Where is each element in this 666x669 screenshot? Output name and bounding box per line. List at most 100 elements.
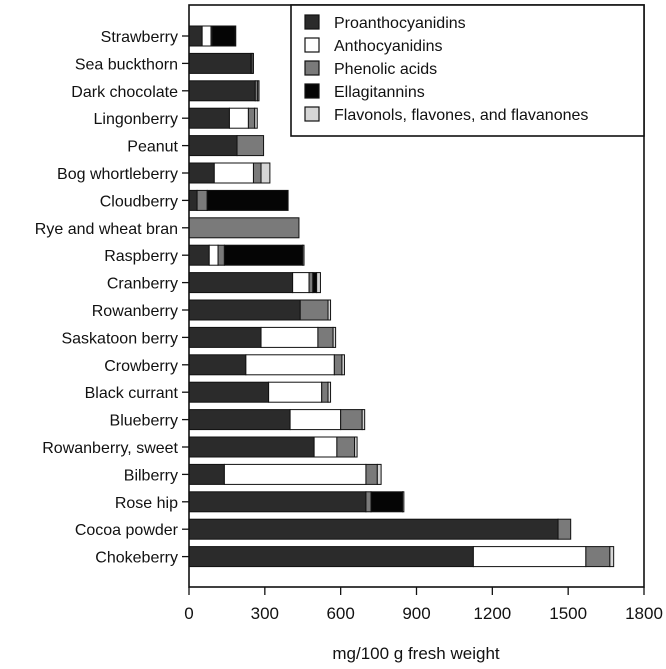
bar-lingonberry-proanthocyanidins (188, 107, 230, 129)
bar-rowanberry-proanthocyanidins (188, 299, 301, 321)
bar-rowanberry-phenolic-acids (299, 299, 329, 321)
x-axis: 0 300 600 900 1200 1500 1800 (184, 587, 663, 623)
x-tick-label: 600 (326, 604, 354, 623)
category-label: Cocoa powder (75, 522, 179, 539)
bar-cocoa-powder-phenolic-acids (557, 518, 572, 540)
bar-crowberry-anthocyanidins (245, 354, 335, 376)
legend-label-ellagitannins: Ellagitannins (334, 84, 425, 101)
bar-blueberry-flavonols-flavones-and-flavanones (361, 409, 366, 431)
x-tick-label: 300 (251, 604, 279, 623)
bar-rose-hip-phenolic-acids (365, 491, 372, 513)
category-label: Chokeberry (95, 550, 178, 567)
category-label: Lingonberry (94, 111, 179, 128)
bar-bilberry-anthocyanidins (223, 463, 367, 485)
bar-rowanberry-flavonols-flavones-and-flavanones (327, 299, 332, 321)
bar-chokeberry-flavonols-flavones-and-flavanones (609, 546, 615, 568)
bar-strawberry-anthocyanidins (201, 25, 212, 47)
category-label: Cranberry (107, 276, 178, 293)
bar-strawberry-flavonols-flavones-and-flavanones (234, 25, 237, 47)
bar-bilberry-proanthocyanidins (188, 463, 225, 485)
category-label: Blueberry (110, 413, 178, 430)
bar-blueberry-anthocyanidins (289, 409, 342, 431)
bar-sea-buckthorn-flavonols-flavones-and-flavanones (251, 52, 254, 74)
bar-sea-buckthorn-proanthocyanidins (188, 52, 252, 74)
bar-bog-whortleberry-proanthocyanidins (188, 162, 215, 184)
category-label: Saskatoon berry (61, 330, 178, 347)
legend-swatch-flavonols-flavones-and-flavanones (304, 106, 320, 122)
bar-rose-hip-ellagitannins (370, 491, 404, 513)
legend: Proanthocyanidins Anthocyanidins Phenolic … (290, 4, 645, 137)
legend-swatch-anthocyanidins (304, 37, 320, 53)
x-tick-label: 900 (402, 604, 430, 623)
bar-bilberry-flavonols-flavones-and-flavanones (376, 463, 382, 485)
bar-cranberry-proanthocyanidins (188, 272, 294, 294)
bar-cloudberry-proanthocyanidins (188, 189, 198, 211)
bar-lingonberry-flavonols-flavones-and-flavanones (254, 107, 258, 129)
x-tick-label: 1800 (625, 604, 663, 623)
bar-cocoa-powder-proanthocyanidins (188, 518, 559, 540)
bar-rose-hip-proanthocyanidins (188, 491, 367, 513)
x-tick-label: 0 (184, 604, 193, 623)
bar-cloudberry-phenolic-acids (196, 189, 208, 211)
category-label: Rye and wheat bran (35, 221, 178, 238)
category-label: Rowanberry, sweet (42, 440, 178, 457)
bar-rye-and-wheat-bran-phenolic-acids (188, 217, 300, 239)
category-label: Peanut (127, 139, 178, 156)
bar-peanut-proanthocyanidins (188, 135, 238, 157)
category-label: Strawberry (101, 29, 178, 46)
bar-dark-chocolate-proanthocyanidins (188, 80, 256, 102)
category-label: Cloudberry (100, 193, 178, 210)
category-label: Crowberry (104, 358, 178, 375)
legend-swatch-proanthocyanidins (304, 14, 320, 30)
bar-lingonberry-phenolic-acids (247, 107, 256, 129)
bar-strawberry-ellagitannins (211, 25, 236, 47)
category-labels: Strawberry Sea buckthorn Dark chocolate Lin… (35, 29, 189, 567)
bar-raspberry-phenolic-acids (217, 244, 225, 266)
category-label: Rowanberry (92, 303, 178, 320)
bar-raspberry-ellagitannins (223, 244, 304, 266)
bar-chokeberry-proanthocyanidins (188, 546, 474, 568)
category-label: Rose hip (115, 495, 178, 512)
bar-raspberry-proanthocyanidins (188, 244, 210, 266)
category-label: Sea buckthorn (75, 56, 178, 73)
bar-bilberry-phenolic-acids (365, 463, 378, 485)
bar-saskatoon-berry-proanthocyanidins (188, 326, 262, 348)
x-axis-label: mg/100 g fresh weight (332, 644, 500, 663)
category-label: Dark chocolate (71, 84, 178, 101)
bar-saskatoon-berry-flavonols-flavones-and-flavanones (332, 326, 337, 348)
bar-peanut-phenolic-acids (236, 135, 265, 157)
bar-crowberry-proanthocyanidins (188, 354, 247, 376)
bar-cloudberry-ellagitannins (206, 189, 289, 211)
bar-cranberry-anthocyanidins (292, 272, 310, 294)
bar-rose-hip-flavonols-flavones-and-flavanones (402, 491, 405, 513)
bar-black-currant-proanthocyanidins (188, 381, 270, 403)
bar-blueberry-proanthocyanidins (188, 409, 291, 431)
bar-rowanberry-sweet-phenolic-acids (336, 436, 356, 458)
bar-cranberry-flavonols-flavones-and-flavanones (316, 272, 321, 294)
bar-blueberry-phenolic-acids (340, 409, 363, 431)
bar-lingonberry-anthocyanidins (228, 107, 249, 129)
category-label: Bilberry (124, 467, 178, 484)
bar-bog-whortleberry-phenolic-acids (252, 162, 262, 184)
legend-label-phenolic-acids: Phenolic acids (334, 61, 437, 78)
legend-box (290, 4, 645, 137)
bar-saskatoon-berry-phenolic-acids (317, 326, 334, 348)
bar-dark-chocolate-flavonols-flavones-and-flavanones (257, 80, 260, 102)
bar-black-currant-flavonols-flavones-and-flavanones (327, 381, 332, 403)
legend-swatch-phenolic-acids (304, 60, 320, 76)
bar-raspberry-flavonols-flavones-and-flavanones (302, 244, 305, 266)
legend-swatch-ellagitannins (304, 83, 320, 99)
bar-raspberry-anthocyanidins (208, 244, 219, 266)
bars-layer (188, 25, 615, 568)
bar-bog-whortleberry-flavonols-flavones-and-flavanones (260, 162, 271, 184)
bar-black-currant-phenolic-acids (321, 381, 329, 403)
x-tick-label: 1200 (473, 604, 511, 623)
bar-cranberry-ellagitannins (312, 272, 318, 294)
bar-rowanberry-sweet-anthocyanidins (313, 436, 338, 458)
category-label: Black currant (85, 385, 179, 402)
bar-chokeberry-anthocyanidins (472, 546, 587, 568)
bar-rowanberry-sweet-proanthocyanidins (188, 436, 315, 458)
bar-strawberry-proanthocyanidins (188, 25, 203, 47)
category-label: Bog whortleberry (57, 166, 178, 183)
